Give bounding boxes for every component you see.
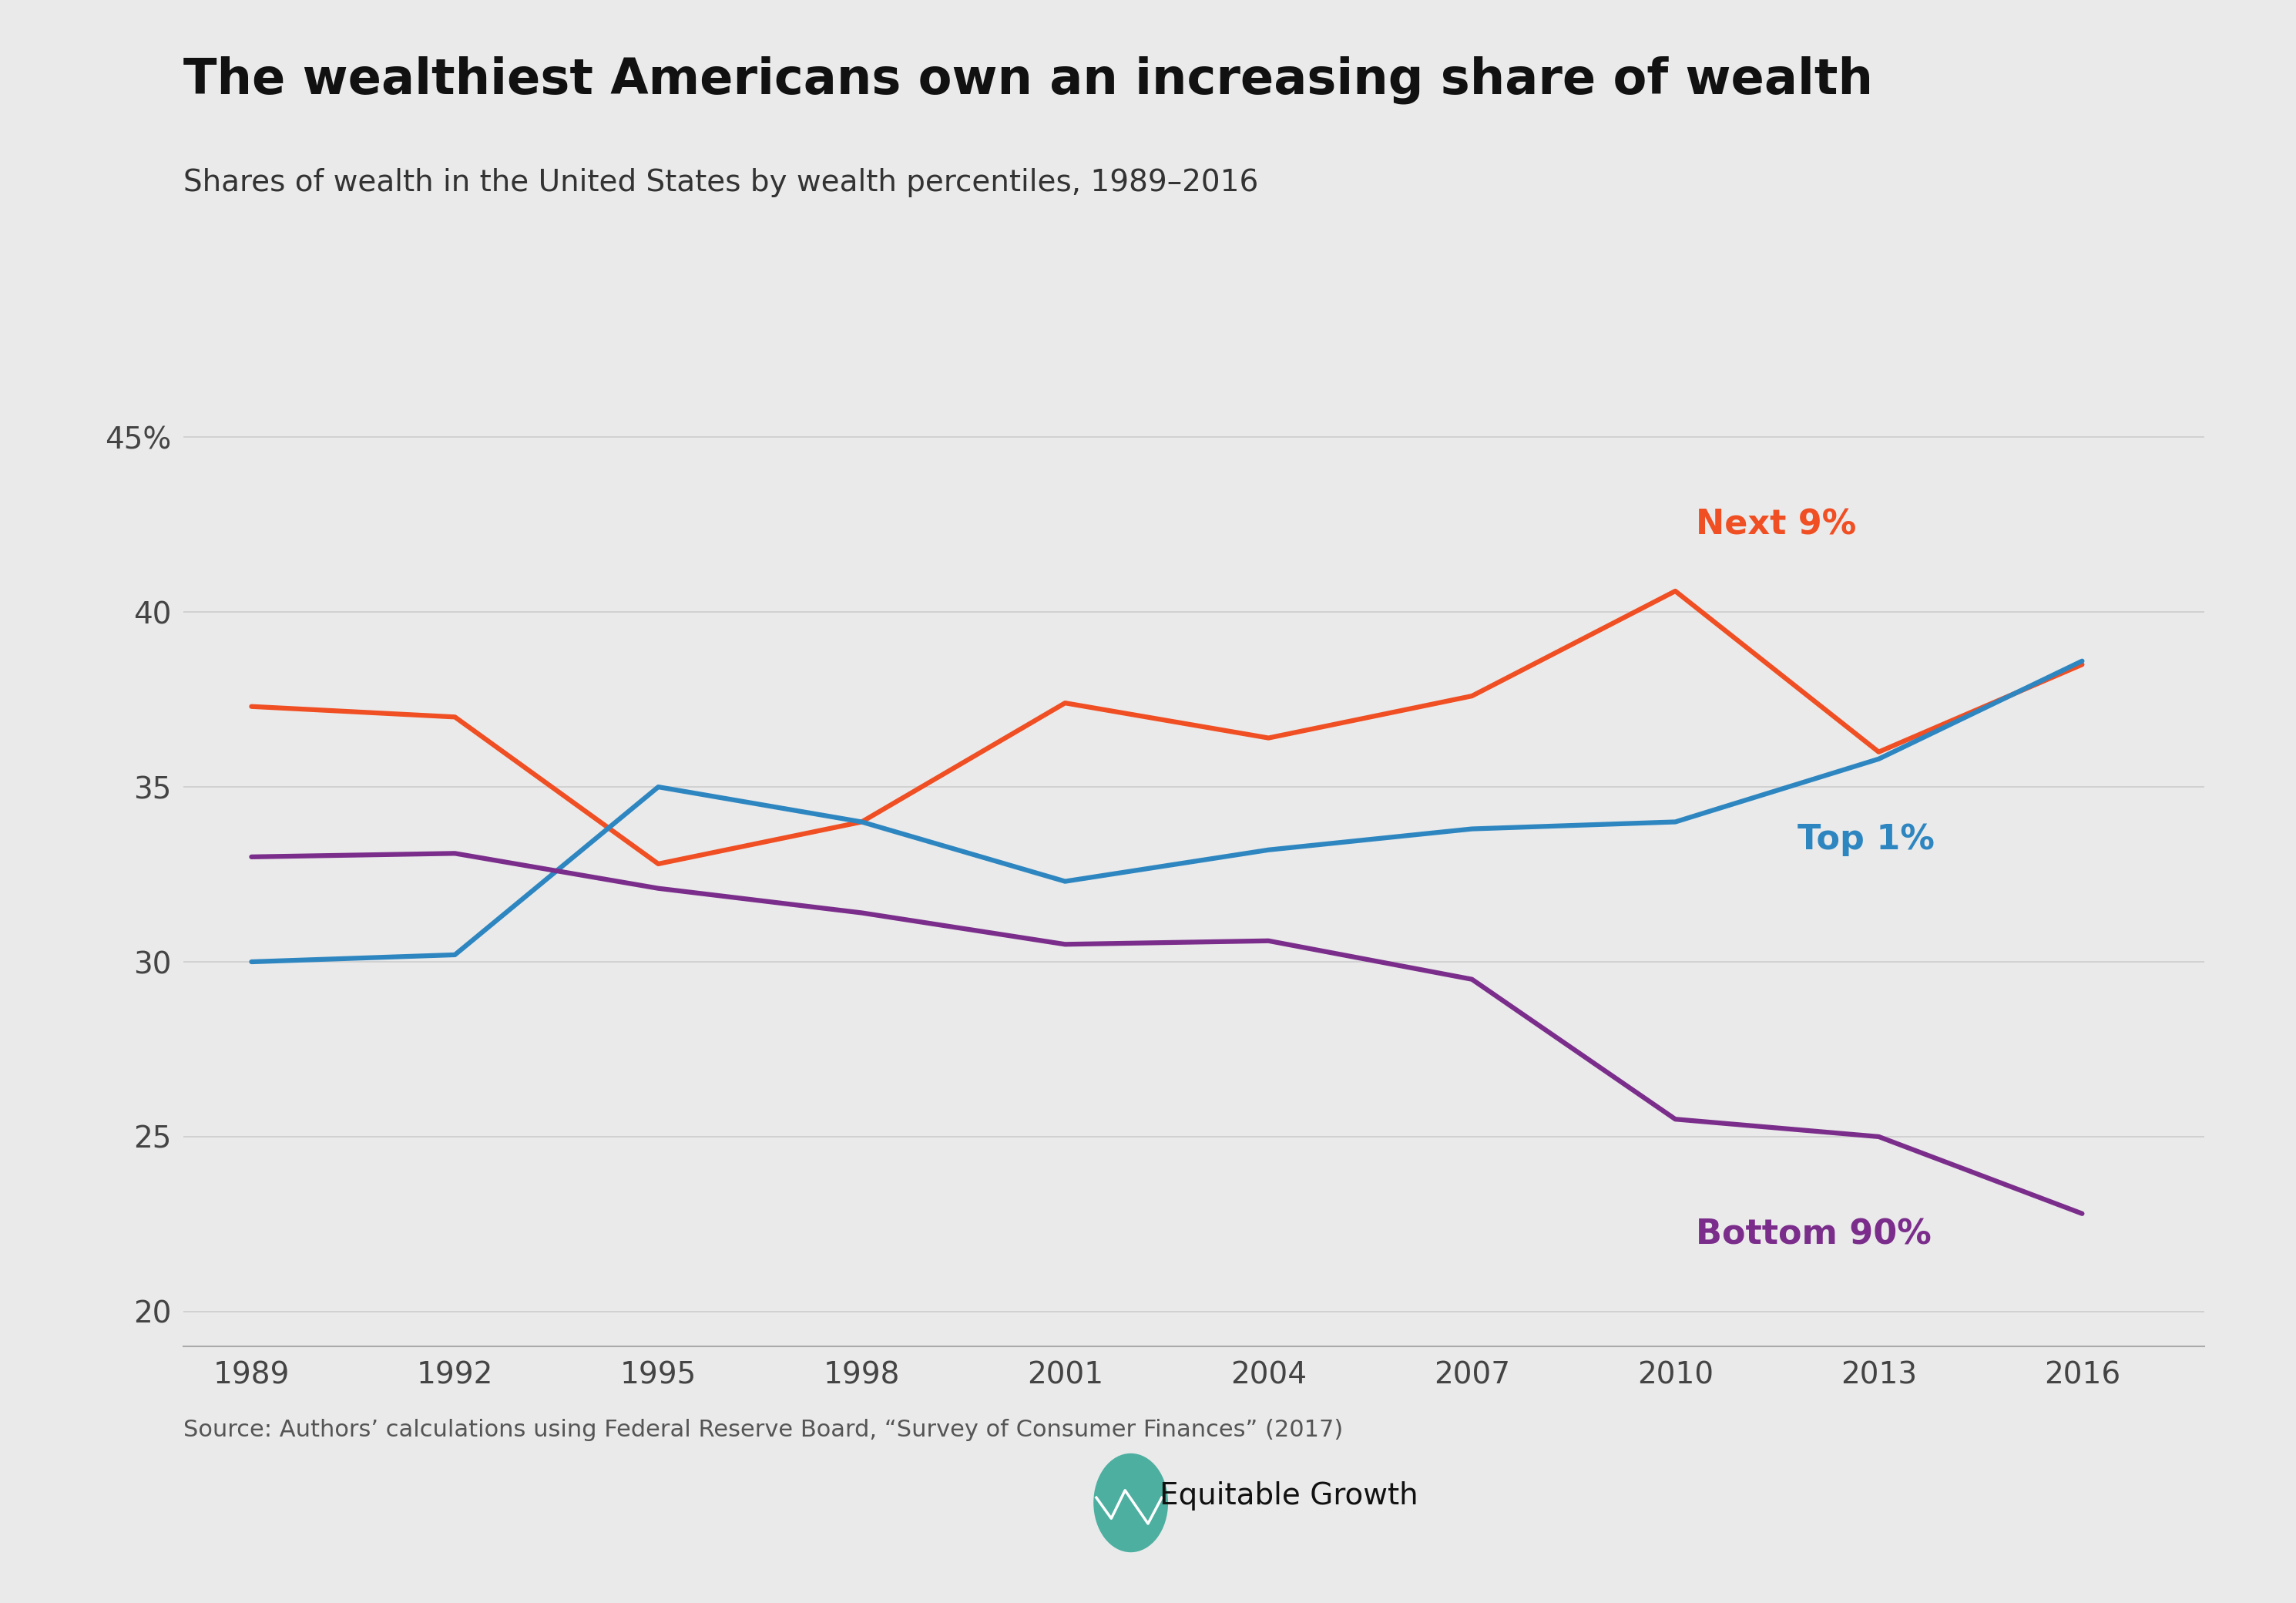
Ellipse shape (1093, 1454, 1169, 1552)
Text: Top 1%: Top 1% (1798, 822, 1936, 856)
Text: Bottom 90%: Bottom 90% (1697, 1218, 1931, 1252)
Text: Next 9%: Next 9% (1697, 508, 1855, 542)
Text: The wealthiest Americans own an increasing share of wealth: The wealthiest Americans own an increasi… (184, 56, 1874, 104)
Text: Source: Authors’ calculations using Federal Reserve Board, “Survey of Consumer F: Source: Authors’ calculations using Fede… (184, 1419, 1343, 1441)
Text: Equitable Growth: Equitable Growth (1159, 1481, 1419, 1510)
Text: Shares of wealth in the United States by wealth percentiles, 1989–2016: Shares of wealth in the United States by… (184, 168, 1258, 197)
